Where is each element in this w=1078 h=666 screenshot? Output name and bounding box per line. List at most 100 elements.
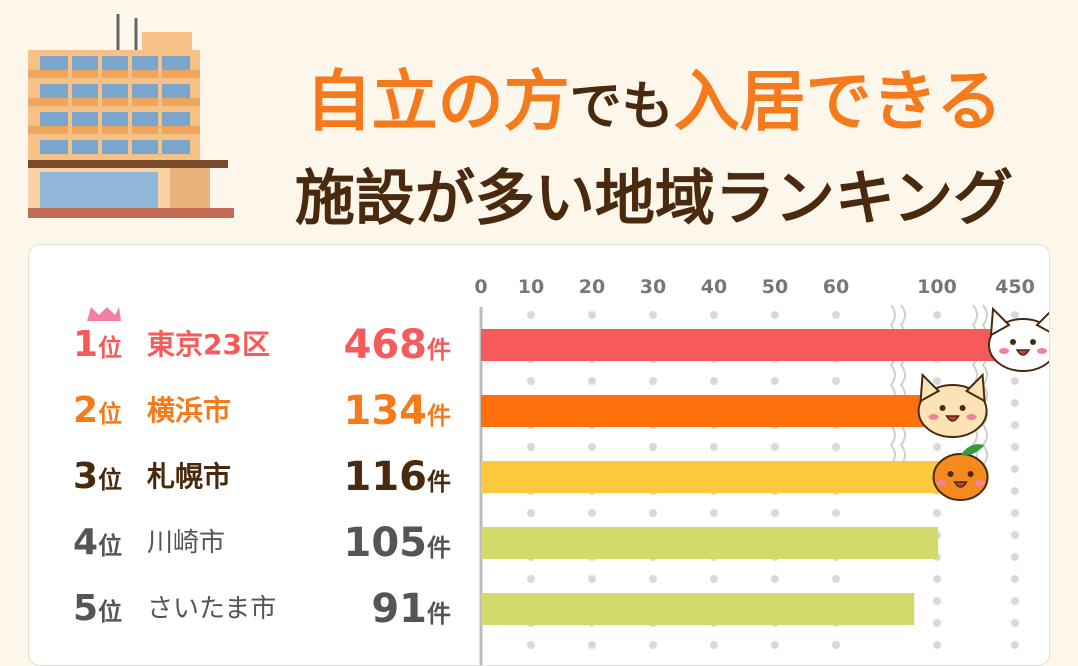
grid-dot [1011, 597, 1019, 605]
rank-number: 5位 [73, 589, 122, 632]
grid-dot [710, 509, 718, 517]
grid-dot [832, 443, 840, 451]
ranking-card: 1位 東京23区 468件 2位 横浜市 134件 3位 札幌市 116件 4位 川崎市 105件 5位… [28, 244, 1050, 666]
grid-dot [771, 509, 779, 517]
rank-number: 2位 [73, 391, 122, 434]
rank-number: 1位 [73, 325, 122, 368]
rank-value: 1 [73, 324, 99, 365]
grid-dot [649, 509, 657, 517]
grid-dot [771, 377, 779, 385]
ranking-row: 5位 さいたま市 91件 [29, 586, 469, 632]
grid-dot [1011, 421, 1019, 429]
cat-mascot-icon [988, 306, 1049, 372]
facility-count: 105件 [339, 520, 452, 568]
title-part: でも [569, 77, 674, 137]
ranking-row: 2位 横浜市 134件 [29, 391, 469, 434]
grid-dot [588, 509, 596, 517]
grid-dot [832, 641, 840, 649]
rank-value: 2 [73, 390, 99, 431]
grid-dot [1011, 465, 1019, 473]
grid-dot [710, 641, 718, 649]
grid-dot [710, 311, 718, 319]
grid-dot [649, 443, 657, 451]
ranking-row: 1位 東京23区 468件 [29, 325, 469, 368]
title-line-2: 施設が多い地域ランキング [294, 164, 1014, 234]
grid-dot [1011, 641, 1019, 649]
bar [481, 527, 939, 559]
grid-dot [649, 641, 657, 649]
rank-number: 3位 [73, 457, 122, 500]
region-name: 川崎市 [147, 528, 226, 558]
grid-dot [1011, 553, 1019, 561]
grid-dot [588, 377, 596, 385]
grid-dot [832, 377, 840, 385]
title-part: 自立の方 [305, 63, 570, 140]
building-illustration [28, 14, 234, 218]
grid-dot [710, 443, 718, 451]
x-tick-label: 30 [640, 276, 666, 298]
grid-dot [933, 575, 941, 583]
grid-dot [527, 377, 535, 385]
ranking-row: 4位 川崎市 105件 [29, 523, 469, 566]
grid-dot [771, 443, 779, 451]
count-suffix: 件 [427, 534, 451, 562]
bar-chart: 0 10 20 30 40 50 60 100 450 [87, 276, 1049, 665]
region-name: 札幌市 [147, 460, 232, 493]
grid-dot [527, 509, 535, 517]
grid-dot [771, 575, 779, 583]
grid-dot [771, 311, 779, 319]
x-tick-label: 450 [995, 276, 1035, 298]
bar [481, 329, 1015, 361]
grid-dot [588, 443, 596, 451]
mandarin-mascot-icon [932, 444, 989, 501]
x-tick-label: 100 [917, 276, 957, 298]
x-tick-label: 60 [823, 276, 849, 298]
count-suffix: 件 [427, 402, 451, 430]
grid-dot [933, 443, 941, 451]
grid-dot [832, 509, 840, 517]
count-suffix: 件 [427, 468, 451, 496]
grid-dot [933, 509, 941, 517]
rank-suffix: 位 [98, 532, 123, 560]
x-tick-label: 40 [701, 276, 727, 298]
x-tick-label: 50 [762, 276, 788, 298]
grid-dot [649, 377, 657, 385]
grid-dot [1011, 487, 1019, 495]
grid-dot [649, 311, 657, 319]
grid-dot [771, 641, 779, 649]
count-value: 105 [343, 520, 428, 566]
grid-dot [588, 641, 596, 649]
x-tick-label: 10 [518, 276, 544, 298]
grid-dot [710, 377, 718, 385]
grid-dot [1011, 377, 1019, 385]
rank-suffix: 位 [98, 598, 123, 626]
grid-dot [1011, 619, 1019, 627]
rank-suffix: 位 [98, 466, 123, 494]
rank-number: 4位 [73, 523, 122, 566]
x-tick-label: 0 [474, 276, 487, 298]
count-suffix: 件 [427, 600, 451, 628]
count-value: 116 [343, 454, 428, 500]
bar [481, 461, 941, 493]
count-value: 91 [371, 586, 427, 632]
grid-dot [832, 311, 840, 319]
bar [481, 593, 915, 625]
region-name: さいたま市 [147, 594, 277, 624]
grid-dot [1011, 575, 1019, 583]
grid-dot [933, 597, 941, 605]
region-name: 横浜市 [147, 394, 232, 427]
grid-dot [933, 641, 941, 649]
bar [481, 395, 945, 427]
region-name: 東京23区 [147, 328, 270, 361]
grid-dot [933, 619, 941, 627]
grid-dot [1011, 531, 1019, 539]
grid-dot [1011, 443, 1019, 451]
grid-dot [933, 377, 941, 385]
grid-dot [710, 575, 718, 583]
grid-dot [588, 575, 596, 583]
facility-count: 134件 [339, 391, 452, 436]
facility-count: 468件 [339, 325, 452, 370]
grid-dot [832, 575, 840, 583]
grid-dot [1011, 399, 1019, 407]
rank-value: 5 [73, 588, 99, 629]
